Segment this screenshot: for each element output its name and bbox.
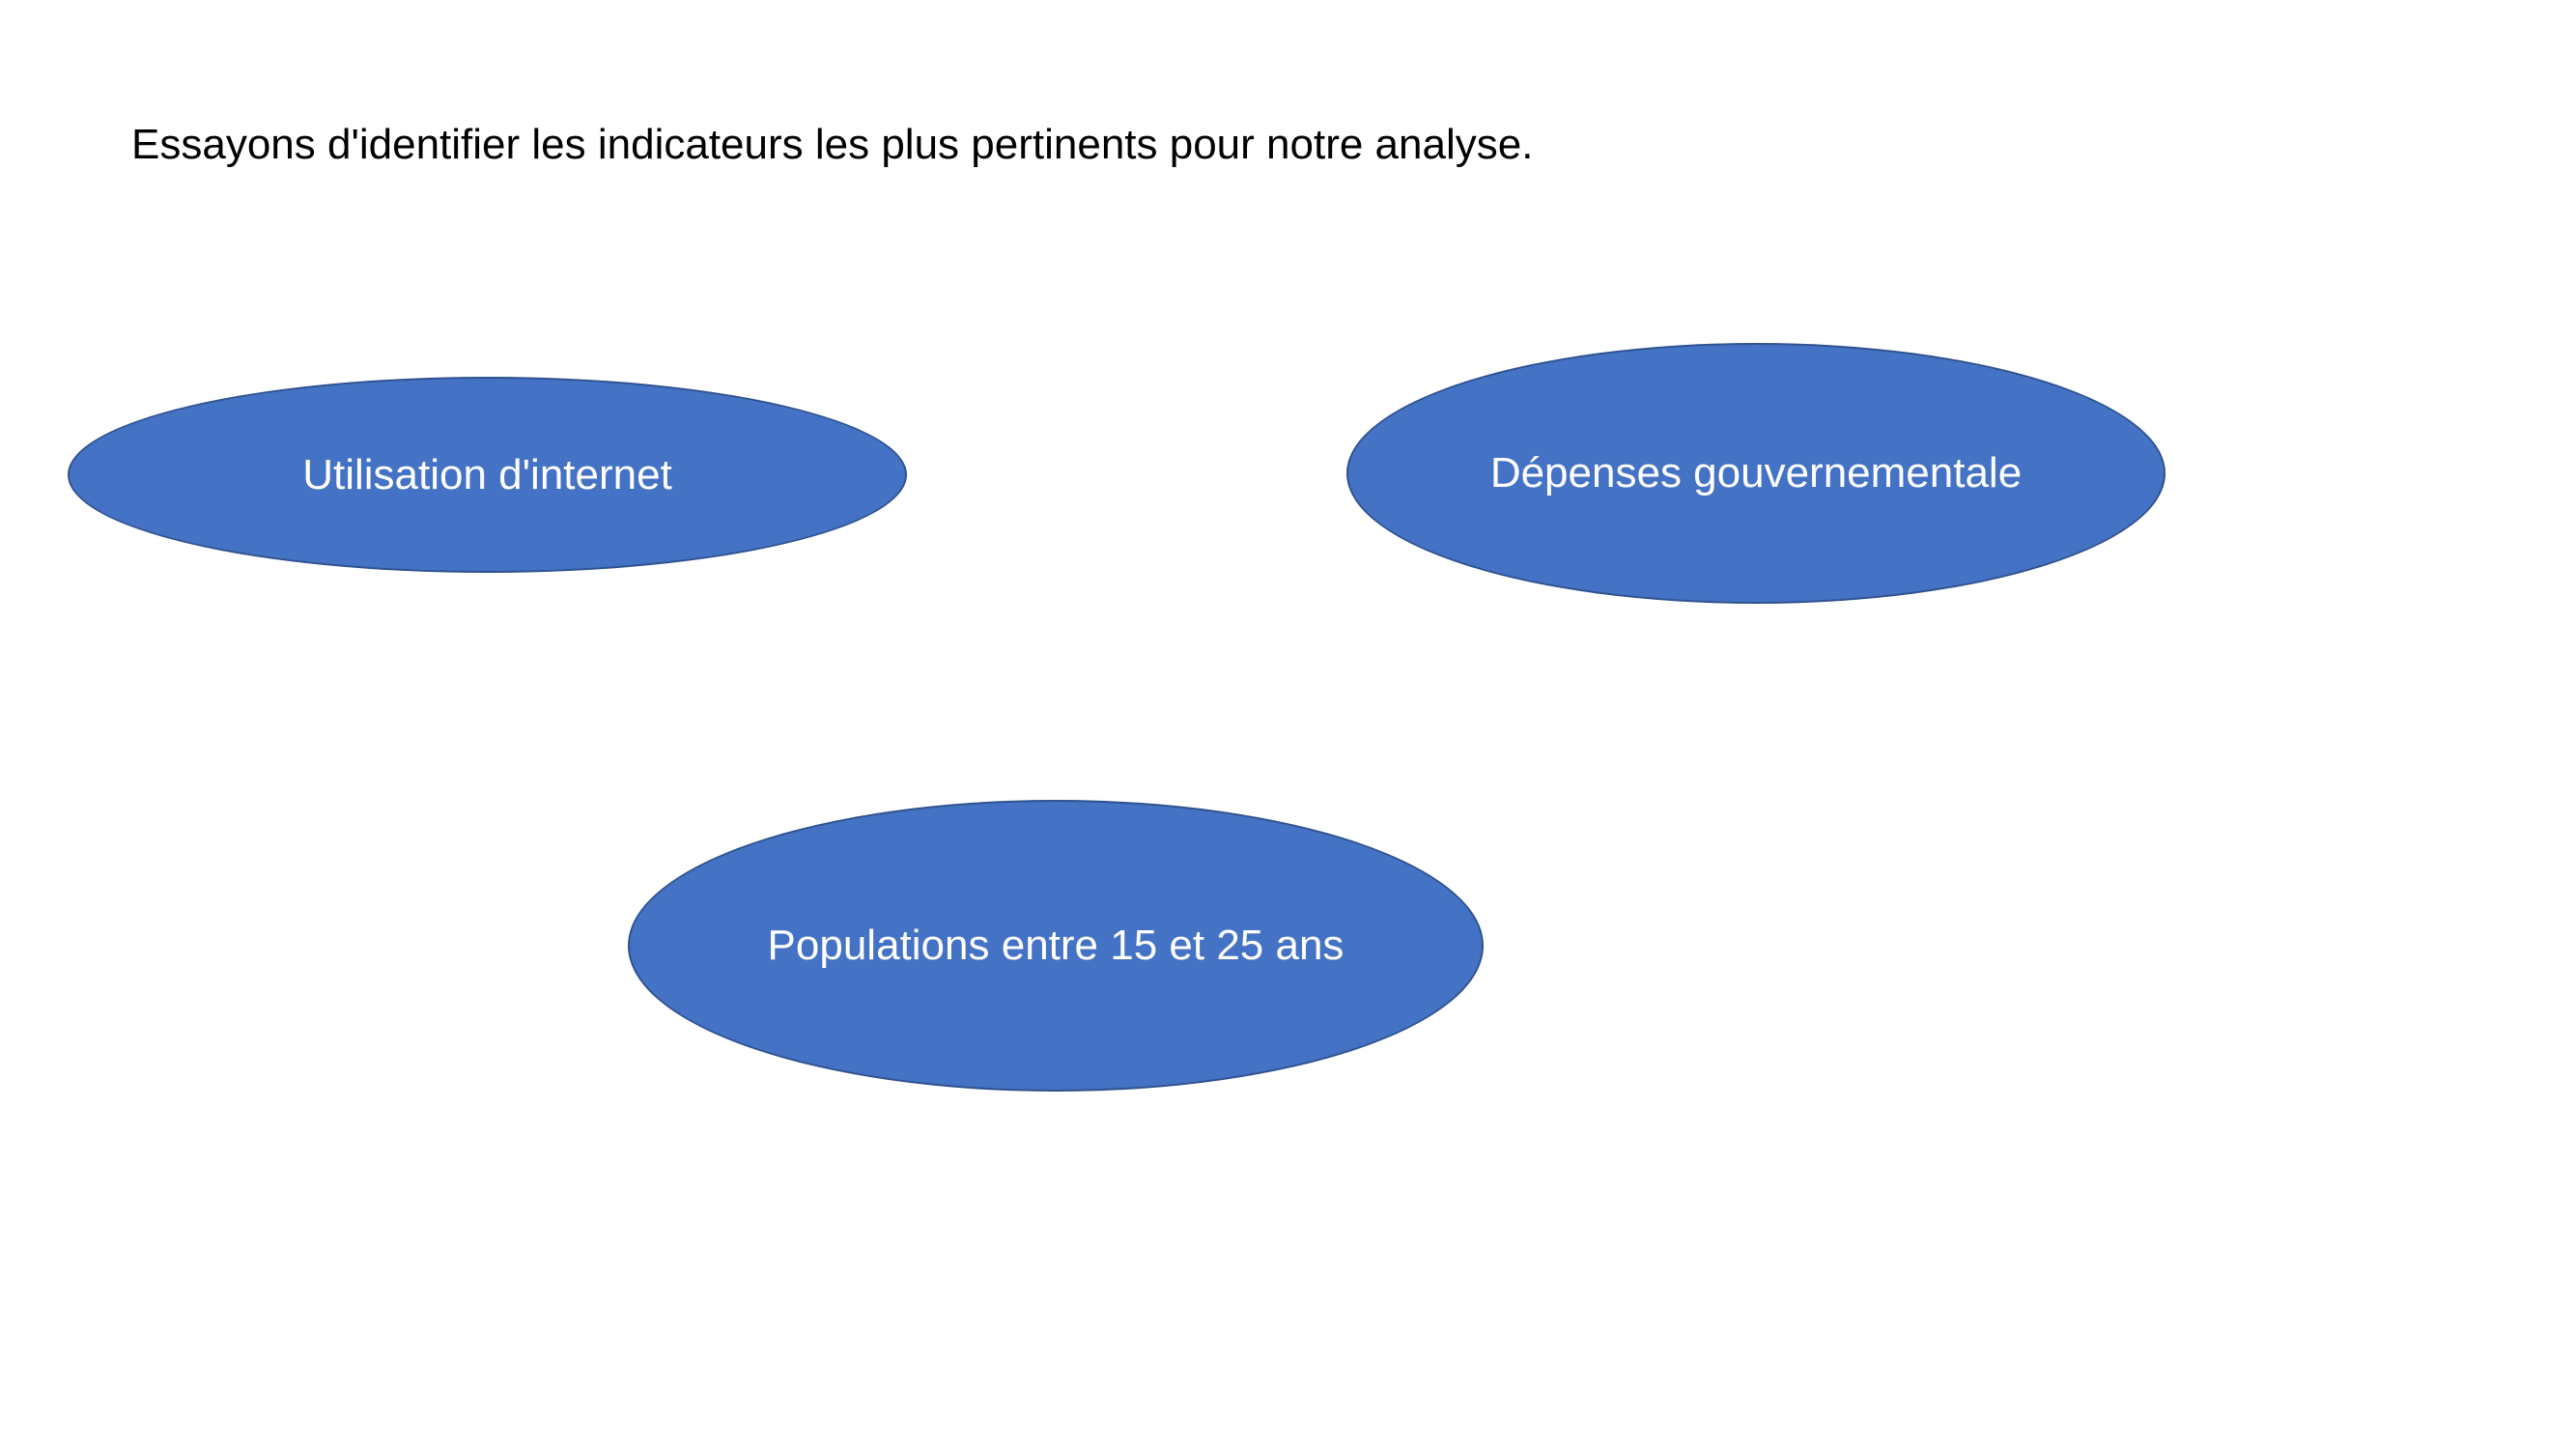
indicator-label: Populations entre 15 et 25 ans: [767, 922, 1345, 970]
indicator-label: Utilisation d'internet: [302, 450, 672, 498]
indicator-label: Dépenses gouvernementale: [1489, 449, 2023, 497]
indicator-ellipse-population-15-25[interactable]: Populations entre 15 et 25 ans: [628, 800, 1484, 1092]
indicator-ellipse-internet-usage[interactable]: Utilisation d'internet: [68, 377, 907, 573]
instruction-text: Essayons d'identifier les indicateurs le…: [131, 121, 1534, 168]
indicator-ellipse-government-spending[interactable]: Dépenses gouvernementale: [1346, 343, 2166, 604]
